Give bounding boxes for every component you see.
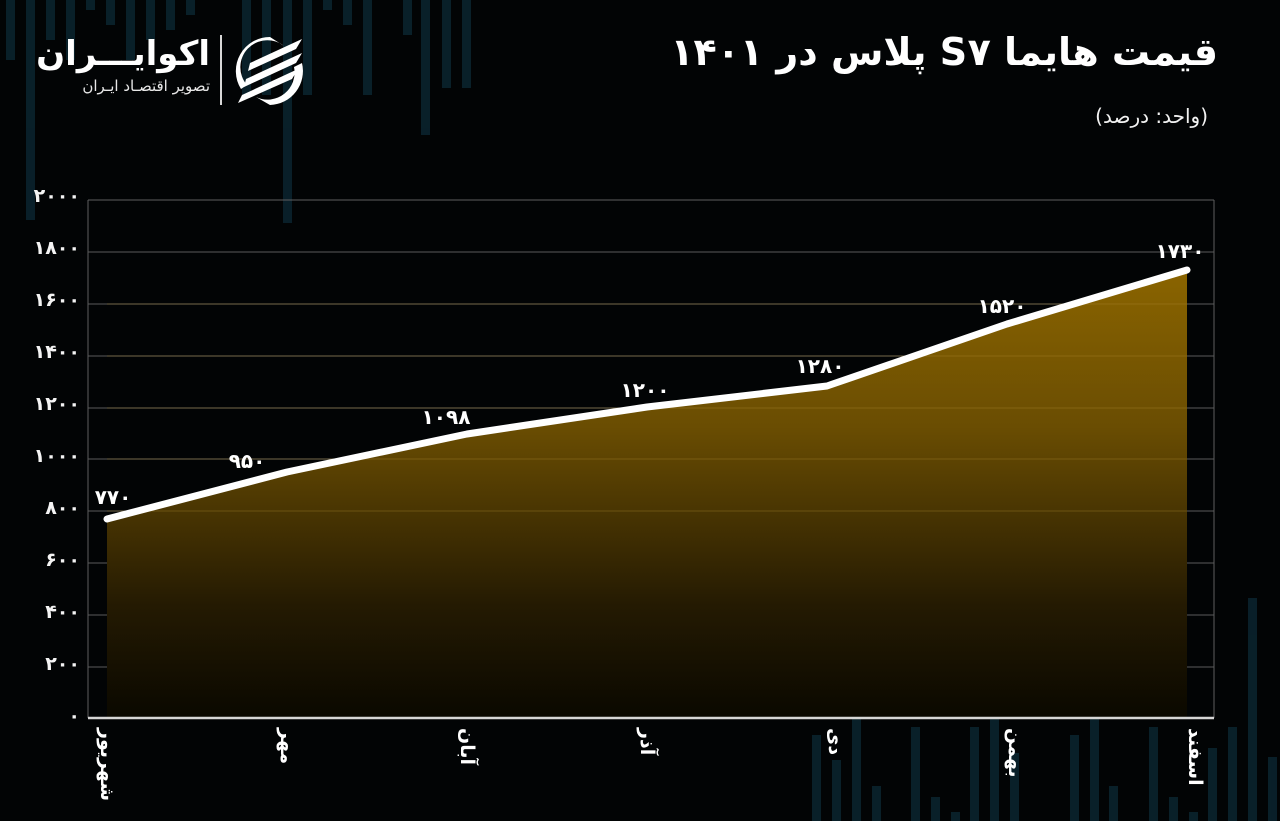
x-tick-label: اسفند <box>1184 728 1206 786</box>
y-tick-label: ۰ <box>68 705 80 727</box>
x-tick-label: دی <box>824 728 846 756</box>
x-tick-label: شهریور <box>96 728 118 802</box>
chart-subtitle-unit: (واحد: درصد) <box>1095 104 1208 128</box>
brand-logo: اکوایـــران تصویر اقتصـاد ایـران <box>36 33 320 109</box>
y-tick-label: ۱۰۰۰ <box>33 445 80 467</box>
data-label: ۱۷۳۰ <box>1155 239 1205 263</box>
x-tick-label: آذر <box>636 728 658 756</box>
y-tick-label: ۲۰۰۰ <box>33 185 80 207</box>
x-tick-label: بهمن <box>1004 728 1026 778</box>
data-label: ۷۷۰ <box>94 485 132 509</box>
y-tick-label: ۱۸۰۰ <box>33 237 80 259</box>
x-tick-label: آبان <box>456 728 478 765</box>
y-tick-label: ۱۴۰۰ <box>33 341 80 363</box>
y-tick-label: ۲۰۰ <box>45 653 80 675</box>
data-label: ۱۲۸۰ <box>795 354 845 378</box>
logo-name: اکوایـــران <box>36 34 210 74</box>
area-fill <box>107 270 1187 718</box>
logo-text: اکوایـــران تصویر اقتصـاد ایـران <box>36 33 210 97</box>
data-label: ۱۰۹۸ <box>421 405 471 429</box>
chart-title: قیمت هایما S۷ پلاس در ۱۴۰۱ <box>670 30 1218 74</box>
y-tick-label: ۴۰۰ <box>45 601 80 623</box>
logo-tagline: تصویر اقتصـاد ایـران <box>82 77 210 95</box>
logo-divider <box>220 35 222 105</box>
data-label: ۱۵۲۰ <box>977 294 1027 318</box>
y-tick-label: ۱۶۰۰ <box>33 289 80 311</box>
y-tick-label: ۶۰۰ <box>45 549 80 571</box>
series-line <box>103 266 1191 523</box>
data-label: ۱۲۰۰ <box>620 378 670 402</box>
y-tick-label: ۱۲۰۰ <box>33 393 80 415</box>
x-tick-label: مهر <box>276 728 298 765</box>
y-tick-label: ۸۰۰ <box>45 497 80 519</box>
ecoiran-logo-icon <box>235 36 303 105</box>
data-label: ۹۵۰ <box>228 449 266 473</box>
